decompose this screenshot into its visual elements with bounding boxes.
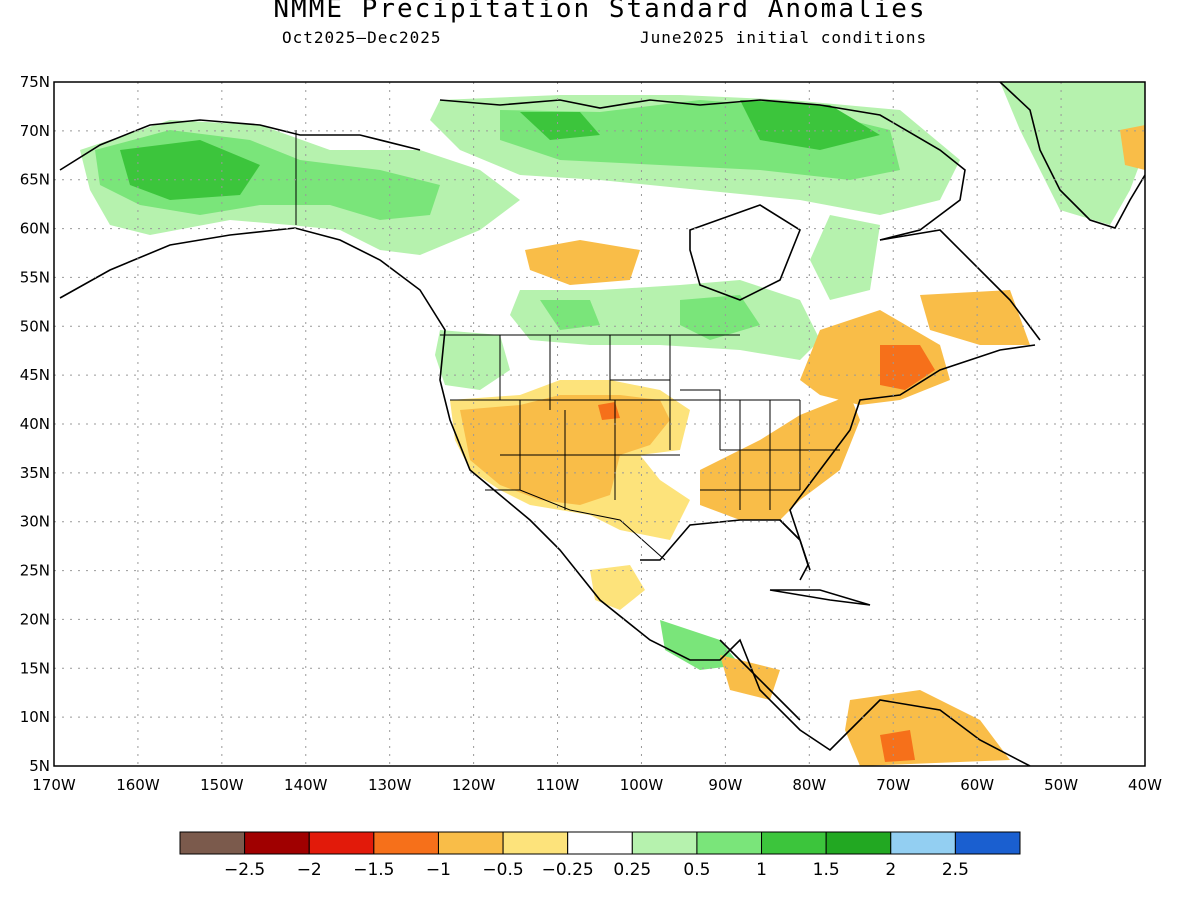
legend-tick-label: −2 <box>297 860 322 880</box>
longitude-label: 160W <box>116 776 160 794</box>
longitude-labels: 170W 160W 150W 140W 130W 120W 110W 100W 90W 80W 70… <box>32 776 1162 794</box>
wet-region-canada-core <box>540 295 760 340</box>
dry-region-south-america <box>845 690 1010 766</box>
longitude-label: 100W <box>620 776 664 794</box>
legend-swatch <box>308 831 375 855</box>
latitude-label: 40N <box>20 415 50 433</box>
wet-region-central-america <box>660 620 740 670</box>
legend-swatch <box>437 831 504 855</box>
legend-swatch <box>244 831 310 855</box>
coast-alaska-north <box>59 119 421 171</box>
longitude-label: 40W <box>1128 776 1162 794</box>
legend-tick-label: 0.25 <box>613 860 651 880</box>
legend-swatch <box>631 831 698 855</box>
latitude-label: 5N <box>29 757 50 775</box>
latitude-label: 30N <box>20 513 50 531</box>
graticule <box>54 82 1145 766</box>
coast-hudson-bay <box>689 204 801 301</box>
longitude-label: 170W <box>32 776 76 794</box>
latitude-label: 55N <box>20 268 50 286</box>
dry-region-labrador <box>920 290 1030 345</box>
legend-tick-label: 2 <box>885 860 896 880</box>
legend-swatch <box>502 831 569 855</box>
border-us-mexico <box>485 489 666 561</box>
latitude-label: 50N <box>20 317 50 335</box>
coast-florida <box>779 519 809 581</box>
legend-tick-label: 0.5 <box>683 860 710 880</box>
map-frame <box>53 81 1146 767</box>
season-label: Oct2025–Dec2025 <box>282 28 442 47</box>
coast-greenland <box>999 82 1145 229</box>
border-states-east <box>700 399 840 510</box>
coast-cuba <box>769 589 871 606</box>
wet-region-greenland <box>1000 82 1145 225</box>
legend-tick-label: −0.25 <box>542 860 594 880</box>
legend-swatch <box>890 831 956 855</box>
legend-swatch <box>567 831 633 855</box>
latitude-label: 20N <box>20 610 50 628</box>
legend-tick-label: 1.5 <box>813 860 840 880</box>
latitude-label: 65N <box>20 171 50 189</box>
legend-tick-label: −1 <box>426 860 451 880</box>
latitude-label: 45N <box>20 366 50 384</box>
longitude-label: 110W <box>536 776 580 794</box>
legend-tick-label: −2.5 <box>224 860 265 880</box>
border-states-central <box>450 379 721 456</box>
coast-arctic <box>439 99 966 241</box>
map-title: NMME Precipitation Standard Anomalies <box>273 0 927 24</box>
dry-region-caribbean <box>720 655 780 700</box>
latitude-label: 25N <box>20 562 50 580</box>
coast-central-america <box>719 639 801 721</box>
latitude-label: 35N <box>20 464 50 482</box>
coast-north-america <box>59 227 1031 766</box>
border-states-west <box>499 335 671 510</box>
legend-tick-label: −0.5 <box>482 860 523 880</box>
dry-region-greenland-east <box>1120 125 1145 170</box>
longitude-label: 60W <box>960 776 994 794</box>
longitude-label: 50W <box>1044 776 1078 794</box>
coast-gulf <box>640 344 1036 571</box>
dry-region-mexico <box>590 565 645 610</box>
legend-swatch <box>373 831 439 855</box>
wet-region-quebec <box>810 215 880 300</box>
wet-region-arctic-strong <box>520 100 880 150</box>
color-legend: −2.5 −2 −1.5 −1 −0.5 −0.25 0.25 0.5 1 1.5 2 2.5 <box>179 831 1021 880</box>
longitude-label: 80W <box>792 776 826 794</box>
longitude-label: 150W <box>200 776 244 794</box>
dry-region-northeast-core <box>880 345 935 390</box>
coastline-layer <box>59 82 1145 766</box>
coast-labrador <box>879 229 1041 341</box>
legend-tick-label: 1 <box>756 860 767 880</box>
latitude-label: 10N <box>20 708 50 726</box>
longitude-label: 120W <box>452 776 496 794</box>
wet-region-pnw <box>435 330 510 390</box>
latitude-label: 75N <box>20 73 50 91</box>
latitude-label: 15N <box>20 659 50 677</box>
init-conditions-label: June2025 initial conditions <box>640 28 928 47</box>
legend-swatch <box>696 831 763 855</box>
latitude-label: 60N <box>20 220 50 238</box>
legend-swatch <box>825 831 892 855</box>
dry-region-southeast <box>700 395 860 520</box>
legend-swatch <box>179 831 246 855</box>
legend-swatch <box>954 831 1021 855</box>
latitude-labels: 75N 70N 65N 60N 55N 50N 45N 40N 35N 30N 25N 20N 15N 1… <box>20 73 50 775</box>
latitude-label: 70N <box>20 122 50 140</box>
legend-tick-label: 2.5 <box>942 860 969 880</box>
longitude-label: 130W <box>368 776 412 794</box>
longitude-label: 140W <box>284 776 328 794</box>
legend-tick-label: −1.5 <box>353 860 394 880</box>
dry-region-hudson <box>525 240 640 285</box>
political-borders <box>295 130 840 561</box>
longitude-label: 90W <box>708 776 742 794</box>
legend-swatch <box>761 831 827 855</box>
dry-spot-venezuela <box>880 730 915 762</box>
wet-region-alaska-strong <box>120 140 260 200</box>
longitude-label: 70W <box>876 776 910 794</box>
